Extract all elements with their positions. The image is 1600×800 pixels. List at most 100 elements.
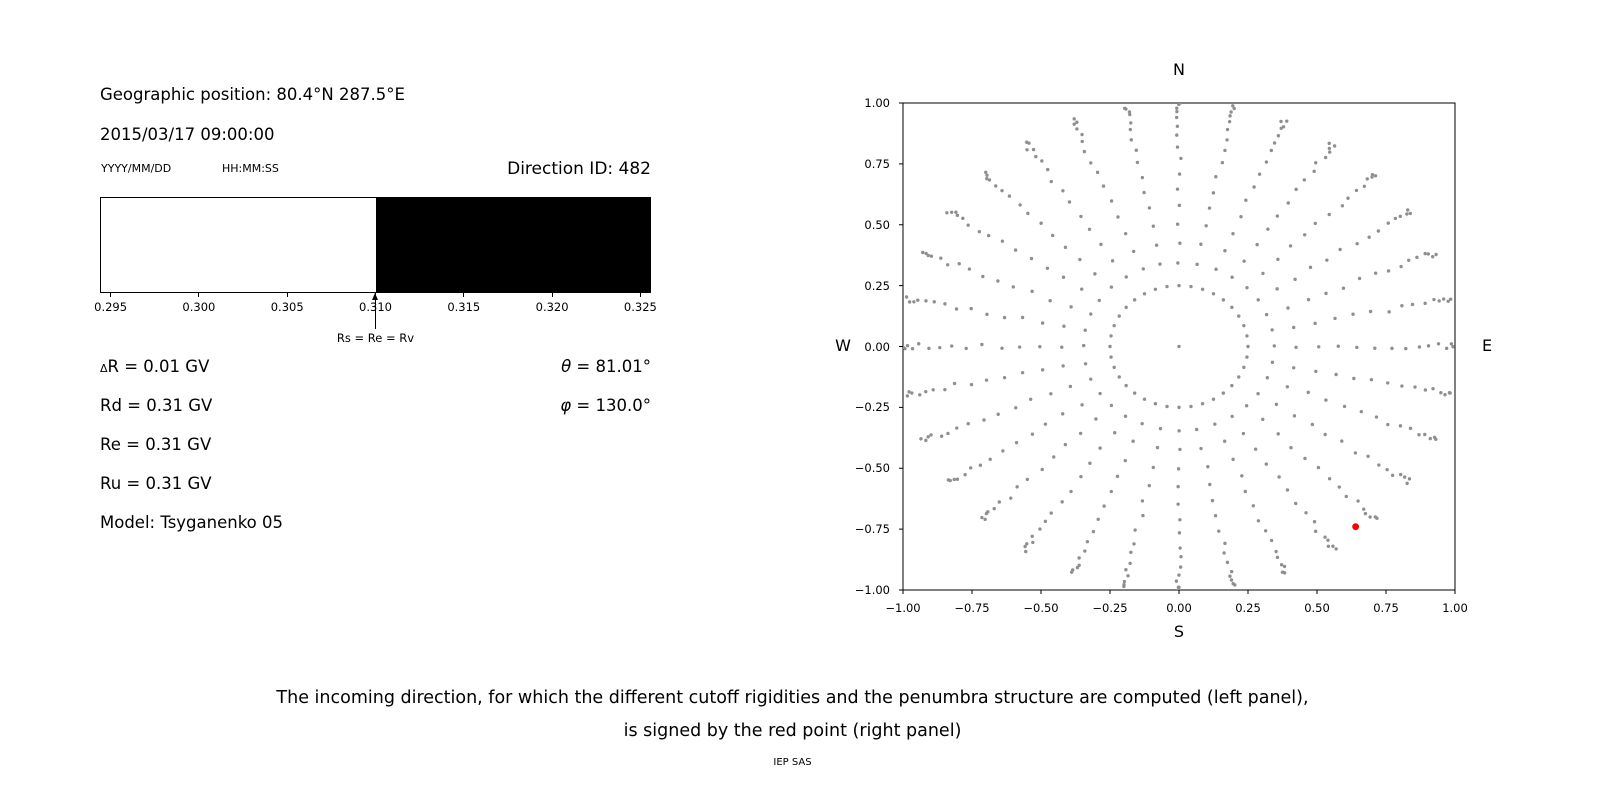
direction-dot xyxy=(1341,286,1346,290)
direction-dot xyxy=(1014,406,1018,410)
direction-dot xyxy=(1200,287,1205,291)
direction-dot xyxy=(1109,489,1114,494)
direction-dot xyxy=(1077,556,1081,560)
direction-dot xyxy=(1352,376,1356,381)
direction-dot xyxy=(1030,534,1034,538)
direction-dot xyxy=(1189,404,1193,409)
direction-dot xyxy=(1052,455,1056,459)
direction-dot xyxy=(1369,377,1374,382)
direction-dot xyxy=(945,263,950,267)
direction-dot xyxy=(1109,334,1113,338)
direction-dot xyxy=(1346,196,1350,200)
direction-dot xyxy=(1374,415,1379,419)
direction-dot xyxy=(1123,414,1128,418)
direction-dot xyxy=(1031,147,1036,152)
penumbra-tick-mark xyxy=(198,293,200,297)
direction-dot xyxy=(1308,265,1313,270)
direction-dot xyxy=(1316,465,1321,470)
direction-dot xyxy=(1323,155,1328,160)
penumbra-tick-label: 0.325 xyxy=(623,300,657,314)
direction-dot xyxy=(1017,345,1022,349)
direction-dot xyxy=(1314,369,1318,374)
direction-dot xyxy=(1128,127,1133,132)
direction-dot xyxy=(1176,502,1180,506)
direction-dot xyxy=(1014,440,1019,445)
direction-dot xyxy=(1233,583,1237,587)
direction-dot xyxy=(954,210,958,214)
direction-dot xyxy=(1375,516,1379,520)
direction-dot xyxy=(1441,297,1446,301)
direction-dot xyxy=(1208,482,1212,487)
direction-dot xyxy=(1210,498,1215,503)
direction-dot xyxy=(1261,271,1265,276)
direction-dot xyxy=(1175,133,1179,137)
direction-dot xyxy=(1043,422,1048,426)
direction-dot xyxy=(1446,299,1450,303)
direction-dot xyxy=(1313,529,1318,534)
direction-dot xyxy=(1223,148,1227,153)
direction-dot xyxy=(1072,122,1076,126)
direction-dot xyxy=(1141,513,1145,518)
direction-dot xyxy=(1405,481,1409,486)
direction-dot xyxy=(1338,247,1342,252)
direction-dot xyxy=(1356,499,1360,503)
y-tick-label: 0.75 xyxy=(864,156,890,171)
direction-dot xyxy=(1275,555,1280,560)
direction-dot xyxy=(1124,275,1128,279)
direction-dot xyxy=(1331,544,1335,548)
direction-dot xyxy=(1049,179,1053,184)
direction-scatter-plot xyxy=(899,102,1456,594)
direction-dot xyxy=(932,300,936,304)
direction-dot xyxy=(918,393,922,397)
direction-dot xyxy=(1367,235,1371,239)
direction-dot xyxy=(1142,397,1147,401)
direction-dot xyxy=(969,306,973,311)
direction-dot xyxy=(1020,370,1025,375)
direction-dot xyxy=(978,463,983,467)
direction-dot xyxy=(943,302,947,306)
direction-dot xyxy=(1448,391,1452,395)
direction-dot xyxy=(1407,258,1411,262)
direction-dot xyxy=(1153,287,1158,291)
direction-dot xyxy=(1326,538,1330,542)
direction-dot xyxy=(1062,324,1066,328)
direction-dot xyxy=(1276,257,1280,262)
direction-dot xyxy=(1327,212,1331,217)
direction-dot xyxy=(1155,445,1160,450)
direction-dot xyxy=(1178,565,1183,569)
direction-dot xyxy=(1176,467,1181,471)
cutoff-arrow-label: Rs = Re = Rv xyxy=(336,331,415,345)
direction-dot xyxy=(1175,145,1180,149)
direction-dot xyxy=(1000,188,1004,193)
direction-dot xyxy=(1177,585,1181,590)
direction-dot xyxy=(1399,264,1403,269)
rd-line: Rd = 0.31 GV xyxy=(100,396,213,415)
direction-dot xyxy=(1177,531,1182,535)
direction-dot xyxy=(1040,368,1045,372)
direction-dot xyxy=(1276,432,1280,436)
direction-dot xyxy=(1327,146,1332,151)
direction-dot xyxy=(1206,465,1210,469)
direction-dot xyxy=(1123,106,1127,111)
direction-dot xyxy=(1261,417,1265,422)
direction-dot xyxy=(1413,385,1417,389)
direction-dot xyxy=(1314,161,1318,165)
direction-dot xyxy=(1038,527,1042,531)
phi-line: φ = 130.0° xyxy=(450,396,651,415)
direction-dot xyxy=(1426,344,1431,348)
direction-dot xyxy=(1423,432,1427,437)
direction-dot xyxy=(1256,519,1261,523)
direction-dot xyxy=(1351,312,1355,316)
direction-dot xyxy=(1117,314,1121,318)
direction-dot xyxy=(985,176,989,181)
direction-dot xyxy=(1050,233,1055,238)
direction-dot xyxy=(1237,314,1241,318)
x-tick-label: −1.00 xyxy=(885,601,921,615)
direction-dot xyxy=(1312,169,1316,174)
direction-dot xyxy=(946,431,950,436)
penumbra-tick-mark xyxy=(286,293,288,297)
direction-dot xyxy=(949,210,954,214)
direction-dot xyxy=(1449,342,1454,346)
direction-dot xyxy=(1231,457,1235,462)
direction-dot xyxy=(1211,292,1216,296)
